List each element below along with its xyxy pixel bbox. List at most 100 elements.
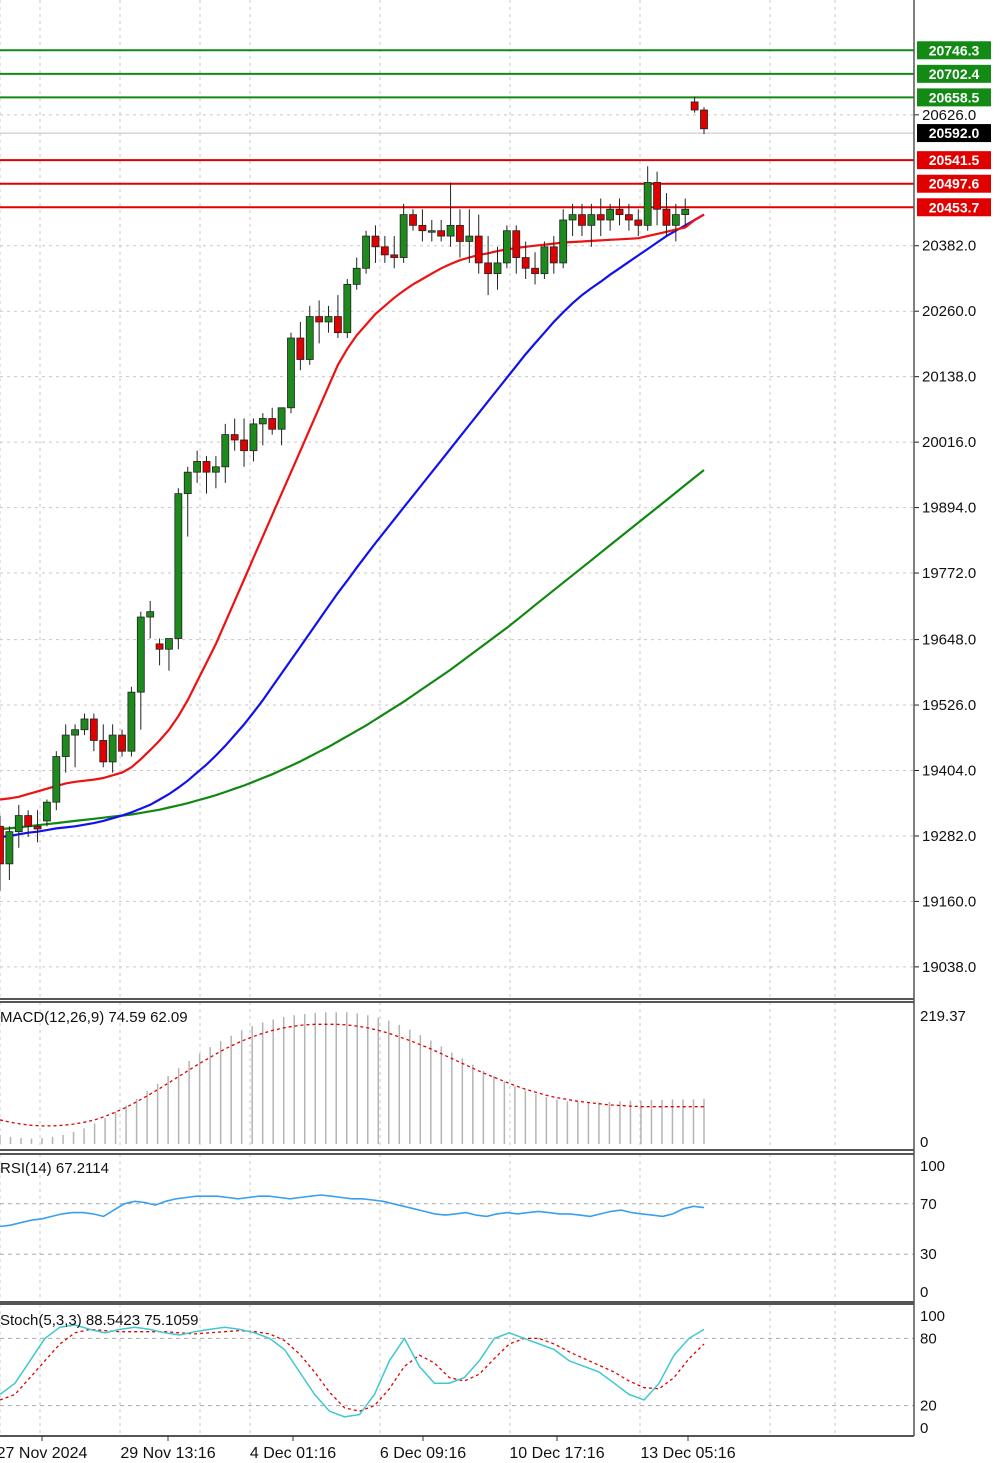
- candle-down: [240, 439, 248, 452]
- price-levels: [0, 49, 914, 209]
- candle-up: [61, 734, 70, 757]
- price-tick-label: 19160.0: [922, 893, 976, 910]
- stoch-tick-label: 20: [920, 1398, 937, 1415]
- candle-down: [625, 214, 633, 221]
- panel-frames: [0, 0, 915, 1437]
- support-level-label: 20453.7: [929, 199, 980, 215]
- time-tick-label: 29 Nov 13:16: [120, 1445, 215, 1462]
- candle-up: [52, 756, 61, 803]
- stoch-tick-label: 100: [920, 1308, 945, 1325]
- ma-mid-line: [0, 213, 705, 839]
- rsi-label: RSI(14) 67.2114: [0, 1160, 109, 1177]
- candle-up: [493, 262, 502, 275]
- resistance-level-label: 20658.5: [929, 89, 980, 105]
- support-level-label-bg: [917, 198, 991, 217]
- macd-panel: MACD(12,26,9) 74.59 62.09 219.37 0: [0, 1008, 966, 1151]
- candle-down: [437, 230, 446, 237]
- candle-up: [399, 214, 408, 258]
- candle-up: [193, 461, 202, 473]
- candle-up: [249, 423, 258, 452]
- price-tick-label: 19038.0: [922, 959, 976, 976]
- rsi-line: [0, 1194, 705, 1228]
- candle-down: [596, 214, 605, 221]
- resistance-level-label-bg: [917, 64, 991, 83]
- candle-down: [531, 267, 539, 275]
- candle-down: [155, 643, 164, 650]
- price-tick-label: 20138.0: [922, 369, 976, 386]
- candle-down: [634, 219, 643, 226]
- candle-up: [221, 434, 230, 468]
- candle-up: [5, 831, 14, 865]
- candle-down: [230, 434, 239, 441]
- stoch-panel: Stoch(5,3,3) 88.5423 75.1059 100 80 20 0: [0, 1308, 945, 1437]
- candle-down: [99, 740, 108, 763]
- candle-down: [390, 254, 399, 258]
- support-level-label-bg: [917, 151, 991, 170]
- candle-up: [446, 224, 455, 237]
- rsi-line: [0, 1194, 914, 1255]
- time-tick-label: 27 Nov 2024: [0, 1445, 87, 1462]
- candle-down: [24, 815, 33, 827]
- price-tick-label: 19894.0: [922, 500, 976, 517]
- candle-up: [165, 638, 173, 650]
- price-tick-label: 19772.0: [922, 565, 976, 582]
- price-tick-label: 19282.0: [922, 828, 976, 845]
- candle-down: [380, 246, 389, 256]
- candle-down: [33, 825, 42, 830]
- time-axis: 27 Nov 2024 29 Nov 13:16 4 Dec 01:16 6 Dec …: [0, 1436, 736, 1462]
- candle-up: [183, 471, 192, 495]
- time-tick-label: 13 Dec 05:16: [640, 1445, 735, 1462]
- candle-up: [559, 219, 568, 264]
- candle-up: [427, 230, 436, 233]
- current-price-label: 20592.0: [929, 125, 980, 141]
- time-tick-label: 10 Dec 17:16: [509, 1445, 604, 1462]
- time-tick-label: 6 Dec 09:16: [380, 1445, 466, 1462]
- candle-down: [484, 262, 493, 275]
- candle-up: [362, 235, 370, 269]
- candle-down: [653, 182, 661, 210]
- candle-down: [296, 337, 305, 360]
- stoch-axis: 100 80 20 0: [920, 1308, 945, 1437]
- rsi-panel: RSI(14) 67.2114 100 70 30 0: [0, 1158, 945, 1301]
- price-tick-label: 20016.0: [922, 434, 976, 451]
- candle-up: [211, 466, 220, 473]
- candle-down: [456, 224, 464, 242]
- stoch-lines: [0, 1324, 914, 1418]
- support-level-label: 20541.5: [929, 152, 980, 168]
- candle-up: [681, 208, 690, 216]
- candle-down: [371, 235, 380, 248]
- candle-down: [268, 418, 277, 430]
- candle-down: [690, 101, 699, 111]
- candle-down: [521, 257, 530, 269]
- rsi-tick-label: 0: [920, 1284, 928, 1301]
- macd-tick-label: 219.37: [920, 1008, 966, 1025]
- stoch-signal-line: [0, 1328, 705, 1412]
- stoch-tick-label: 80: [920, 1330, 937, 1347]
- candle-up: [258, 418, 267, 425]
- price-panel: 20746.3 20702.4 20658.5 20541.5 20497.6 20453…: [0, 41, 991, 976]
- price-tick-label: 20382.0: [922, 238, 976, 255]
- candle-down: [615, 208, 624, 216]
- resistance-level-label: 20746.3: [929, 42, 980, 58]
- candle-down: [700, 109, 708, 130]
- candle-up: [324, 316, 333, 323]
- candle-down: [578, 214, 586, 226]
- candle-up: [174, 493, 183, 639]
- price-tick-label: 19404.0: [922, 762, 976, 779]
- ma-fast-line: [0, 213, 705, 801]
- support-level-label: 20497.6: [929, 176, 980, 192]
- price-tick-label: 20626.0: [922, 107, 976, 124]
- candle-up: [671, 214, 680, 226]
- candle-down: [334, 316, 342, 334]
- candle-up: [14, 815, 23, 833]
- price-tick-label: 19526.0: [922, 697, 976, 714]
- candle-up: [540, 246, 549, 275]
- price-axis: 20746.3 20702.4 20658.5 20541.5 20497.6 20453…: [914, 41, 991, 976]
- candle-down: [0, 825, 4, 865]
- candle-up: [465, 235, 474, 242]
- candle-down: [662, 208, 671, 226]
- stoch-main-line: [0, 1324, 705, 1418]
- candle-up: [587, 214, 596, 226]
- candles: [0, 96, 708, 891]
